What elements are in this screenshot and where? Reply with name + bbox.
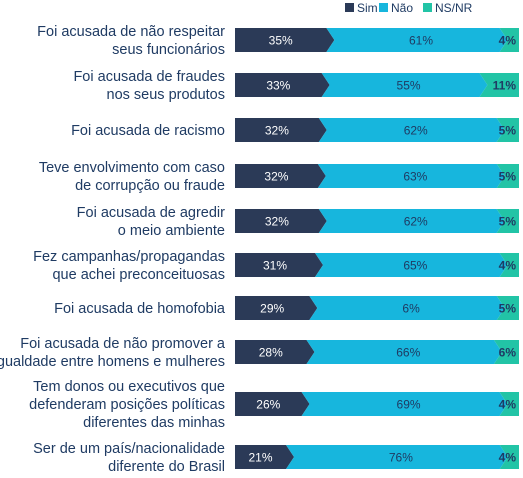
legend-swatch-sim: [345, 3, 354, 12]
data-label: 61%: [409, 34, 433, 48]
bar-segment-sim: [235, 340, 315, 364]
data-label: 28%: [259, 346, 283, 360]
bar-segment-nsnr: [499, 445, 519, 469]
category-label: Ser de um país/nacionalidade diferente do…: [33, 441, 225, 475]
bar-segment-nsnr: [499, 253, 519, 277]
data-label: 62%: [404, 124, 428, 138]
bar-segment-sim: [235, 209, 327, 233]
bar-segment-nsnr: [496, 296, 519, 320]
category-label: Foi acusada de não respeitar seus funcion…: [37, 24, 225, 58]
data-label: 63%: [403, 170, 427, 184]
bar-segment-nsnr: [496, 209, 519, 233]
category-label: Foi acusada de fraudes nos seus produtos: [73, 69, 225, 103]
data-label: 4%: [499, 34, 517, 48]
bar-segment-nsnr: [496, 118, 519, 142]
data-label: 5%: [499, 124, 517, 138]
category-label: Foi acusada de agredir o meio ambiente: [77, 205, 225, 239]
data-label: 69%: [397, 398, 421, 412]
category-label: Tem donos ou executivos que defenderam po…: [29, 379, 225, 431]
data-label: 26%: [256, 398, 280, 412]
data-label: 76%: [389, 451, 413, 465]
data-label: 35%: [269, 34, 293, 48]
bar-segment-sim: [235, 118, 327, 142]
bar-segment-no: [326, 28, 508, 52]
legend: Sim Não NS/NR: [345, 1, 473, 15]
data-label: 29%: [260, 302, 284, 316]
bar-segment-no: [301, 392, 508, 416]
bar-segment-sim: [235, 73, 330, 97]
category-label: Teve envolvimento com caso de corrupção o…: [39, 160, 225, 194]
legend-label: Sim: [357, 1, 378, 15]
legend-label: NS/NR: [435, 1, 473, 15]
data-label: 4%: [499, 451, 517, 465]
bar-segment-no: [286, 445, 508, 469]
bar-segment-nsnr: [493, 340, 519, 364]
data-label: 4%: [499, 398, 517, 412]
category-label: Foi acusada de racismo: [71, 123, 225, 139]
data-label: 31%: [263, 259, 287, 273]
data-label: 33%: [266, 79, 290, 93]
bar-segment-nsnr: [479, 73, 519, 97]
data-label: 6%: [402, 302, 420, 316]
category-label: Fez campanhas/propagandas que achei preco…: [33, 249, 225, 283]
data-label: 5%: [499, 302, 517, 316]
category-label: Foi acusada de homofobia: [54, 301, 226, 317]
legend-label: Não: [391, 1, 413, 15]
bar-segment-no: [321, 73, 488, 97]
data-label: 5%: [499, 215, 517, 229]
data-label: 32%: [265, 215, 289, 229]
bar-segment-nsnr: [496, 164, 519, 188]
data-label: 66%: [396, 346, 420, 360]
legend-swatch-no: [379, 3, 388, 12]
data-label: 6%: [499, 346, 517, 360]
bar-segment-no: [315, 253, 508, 277]
data-label: 5%: [499, 170, 517, 184]
bar-segment-sim: [235, 28, 335, 52]
data-label: 21%: [249, 451, 273, 465]
data-label: 55%: [397, 79, 421, 93]
bar-segment-sim: [235, 164, 326, 188]
bar-segment-sim: [235, 392, 310, 416]
data-label: 11%: [493, 79, 517, 93]
bar-segment-sim: [235, 253, 324, 277]
data-label: 32%: [265, 124, 289, 138]
bar-segment-sim: [235, 445, 295, 469]
bar-segment-no: [309, 296, 505, 320]
bar-segment-nsnr: [499, 392, 519, 416]
bar-segment-nsnr: [499, 28, 519, 52]
category-label: Foi acusada de não promover a igualdade e…: [0, 336, 226, 370]
data-label: 65%: [403, 259, 427, 273]
bar-segment-no: [318, 209, 505, 233]
bar-segment-sim: [235, 296, 318, 320]
data-label: 62%: [404, 215, 428, 229]
legend-swatch-nsnr: [423, 3, 432, 12]
data-label: 4%: [499, 259, 517, 273]
bar-segment-no: [306, 340, 502, 364]
bar-segment-no: [318, 118, 505, 142]
bar-segment-no: [317, 164, 505, 188]
data-label: 32%: [264, 170, 288, 184]
